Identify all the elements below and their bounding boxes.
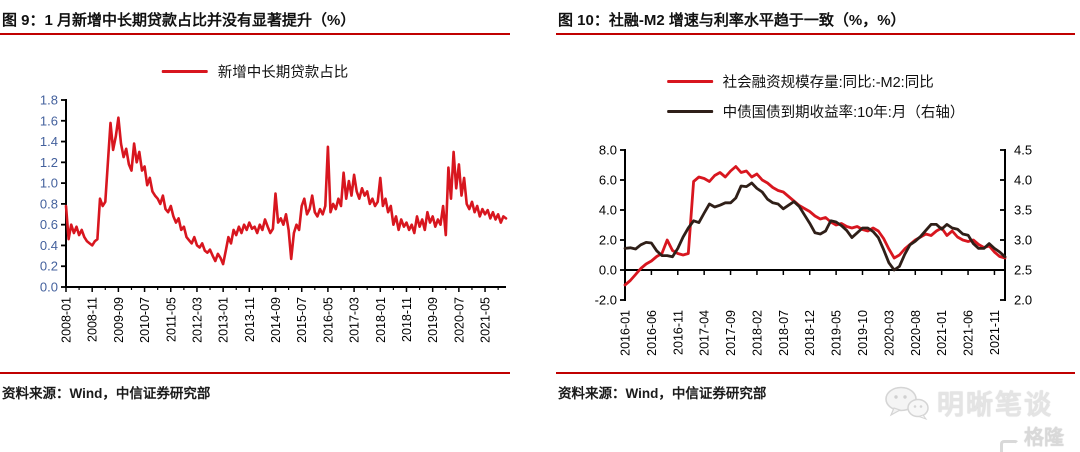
- svg-text:0.0: 0.0: [599, 263, 617, 278]
- figure-9-legend: 新增中长期贷款占比: [161, 61, 349, 82]
- svg-text:0.0: 0.0: [40, 280, 58, 295]
- legend-label: 中债国债到期收益率:10年:月（右轴）: [722, 105, 965, 121]
- svg-text:2014-09: 2014-09: [269, 297, 283, 343]
- dark-line-swatch: [666, 109, 713, 114]
- red-line-swatch: [161, 69, 208, 74]
- svg-text:2008-01: 2008-01: [60, 297, 74, 343]
- svg-text:2021-01: 2021-01: [935, 310, 949, 356]
- legend-label: 新增中长期贷款占比: [217, 65, 349, 81]
- legend-item-loan-ratio: 新增中长期贷款占比: [161, 61, 349, 82]
- svg-text:2021-05: 2021-05: [479, 297, 493, 343]
- svg-text:0.2: 0.2: [40, 259, 58, 274]
- figure-10: 图 10：社融-M2 增速与利率水平趋于一致（%，%） 社会融资规模存量:同比:…: [556, 0, 1075, 412]
- svg-text:4.0: 4.0: [1014, 173, 1032, 188]
- svg-text:2016-06: 2016-06: [645, 310, 659, 356]
- svg-text:4.0: 4.0: [599, 203, 617, 218]
- legend-label: 社会融资规模存量:同比:-M2:同比: [722, 75, 934, 91]
- svg-text:6.0: 6.0: [599, 173, 617, 188]
- svg-text:2021-11: 2021-11: [988, 310, 1002, 355]
- svg-text:2018-12: 2018-12: [803, 310, 817, 356]
- svg-text:2020-08: 2020-08: [909, 310, 923, 356]
- svg-text:2018-02: 2018-02: [750, 310, 764, 356]
- svg-text:2016-05: 2016-05: [321, 297, 335, 343]
- svg-text:2019-10: 2019-10: [856, 310, 870, 356]
- svg-text:8.0: 8.0: [599, 143, 617, 158]
- svg-text:2012-03: 2012-03: [190, 297, 204, 343]
- svg-text:3.5: 3.5: [1014, 203, 1032, 218]
- figure-10-source: 资料来源：Wind，中信证券研究部: [556, 372, 1075, 412]
- gelonghui-g-icon: [1000, 440, 1020, 452]
- svg-text:2021-06: 2021-06: [962, 310, 976, 356]
- sf-m2-vs-yield-line-chart: -2.0 0.0 2.0 4.0 6.0 8.0 2.0 2.5 3.0 3.5 4.0 4.5 201…: [595, 143, 1032, 356]
- svg-text:2016-11: 2016-11: [671, 310, 685, 355]
- svg-text:2015-07: 2015-07: [295, 297, 309, 343]
- svg-text:-2.0: -2.0: [595, 293, 617, 308]
- loan-ratio-line-chart: 0.0 0.2 0.4 0.6 0.8 1.0 1.2 1.4 1.6 1.8 2008-01 200…: [40, 93, 508, 343]
- svg-text:2.5: 2.5: [1014, 263, 1032, 278]
- svg-text:2013-11: 2013-11: [243, 297, 257, 342]
- svg-text:0.8: 0.8: [40, 196, 58, 211]
- svg-text:2.0: 2.0: [1014, 293, 1032, 308]
- svg-text:1.6: 1.6: [40, 113, 58, 128]
- svg-text:2018-11: 2018-11: [400, 297, 414, 342]
- svg-text:2013-01: 2013-01: [217, 297, 231, 343]
- svg-text:3.0: 3.0: [1014, 233, 1032, 248]
- figure-10-legend: 社会融资规模存量:同比:-M2:同比 中债国债到期收益率:10年:月（右轴）: [666, 71, 965, 122]
- legend-item-bond-yield: 中债国债到期收益率:10年:月（右轴）: [666, 101, 965, 122]
- svg-text:0.4: 0.4: [40, 238, 58, 253]
- svg-text:2011-05: 2011-05: [164, 297, 178, 342]
- gelonghui-name: 格隆汇: [1024, 427, 1065, 449]
- figure-9-chart-area: 新增中长期贷款占比 0.0 0.2 0.4 0.6 0.8 1.0 1.2 1.4 1.6 1.8…: [0, 35, 510, 412]
- svg-text:0.6: 0.6: [40, 217, 58, 232]
- gelonghui-logo: 格隆汇: [1000, 421, 1080, 452]
- svg-text:2008-11: 2008-11: [86, 297, 100, 342]
- figure-10-chart-area: 社会融资规模存量:同比:-M2:同比 中债国债到期收益率:10年:月（右轴） -…: [556, 35, 1075, 412]
- svg-text:2019-09: 2019-09: [426, 297, 440, 343]
- figure-9: 图 9：1 月新增中长期贷款占比并没有显著提升（%） 新增中长期贷款占比 0.0…: [0, 0, 510, 412]
- svg-text:2017-03: 2017-03: [348, 297, 362, 343]
- red-line-swatch: [666, 79, 713, 84]
- svg-text:2019-05: 2019-05: [830, 310, 844, 356]
- svg-text:2018-01: 2018-01: [374, 297, 388, 343]
- figure-9-source: 资料来源：Wind，中信证券研究部: [0, 372, 510, 412]
- figure-9-title: 图 9：1 月新增中长期贷款占比并没有显著提升（%）: [0, 0, 510, 35]
- svg-text:2016-01: 2016-01: [619, 310, 633, 356]
- svg-text:1.0: 1.0: [40, 176, 58, 191]
- figure-10-title: 图 10：社融-M2 增速与利率水平趋于一致（%，%）: [556, 0, 1075, 35]
- svg-text:2020-03: 2020-03: [882, 310, 896, 356]
- svg-text:2009-09: 2009-09: [112, 297, 126, 343]
- svg-text:2017-09: 2017-09: [724, 310, 738, 356]
- svg-text:1.8: 1.8: [40, 93, 58, 108]
- svg-text:1.2: 1.2: [40, 155, 58, 170]
- svg-text:4.5: 4.5: [1014, 143, 1032, 158]
- svg-text:1.4: 1.4: [40, 134, 58, 149]
- legend-item-social-financing: 社会融资规模存量:同比:-M2:同比: [666, 71, 934, 92]
- svg-text:2.0: 2.0: [599, 233, 617, 248]
- svg-text:2017-04: 2017-04: [698, 310, 712, 356]
- svg-text:2018-07: 2018-07: [777, 310, 791, 356]
- svg-text:2010-07: 2010-07: [138, 297, 152, 343]
- svg-text:2020-07: 2020-07: [452, 297, 466, 343]
